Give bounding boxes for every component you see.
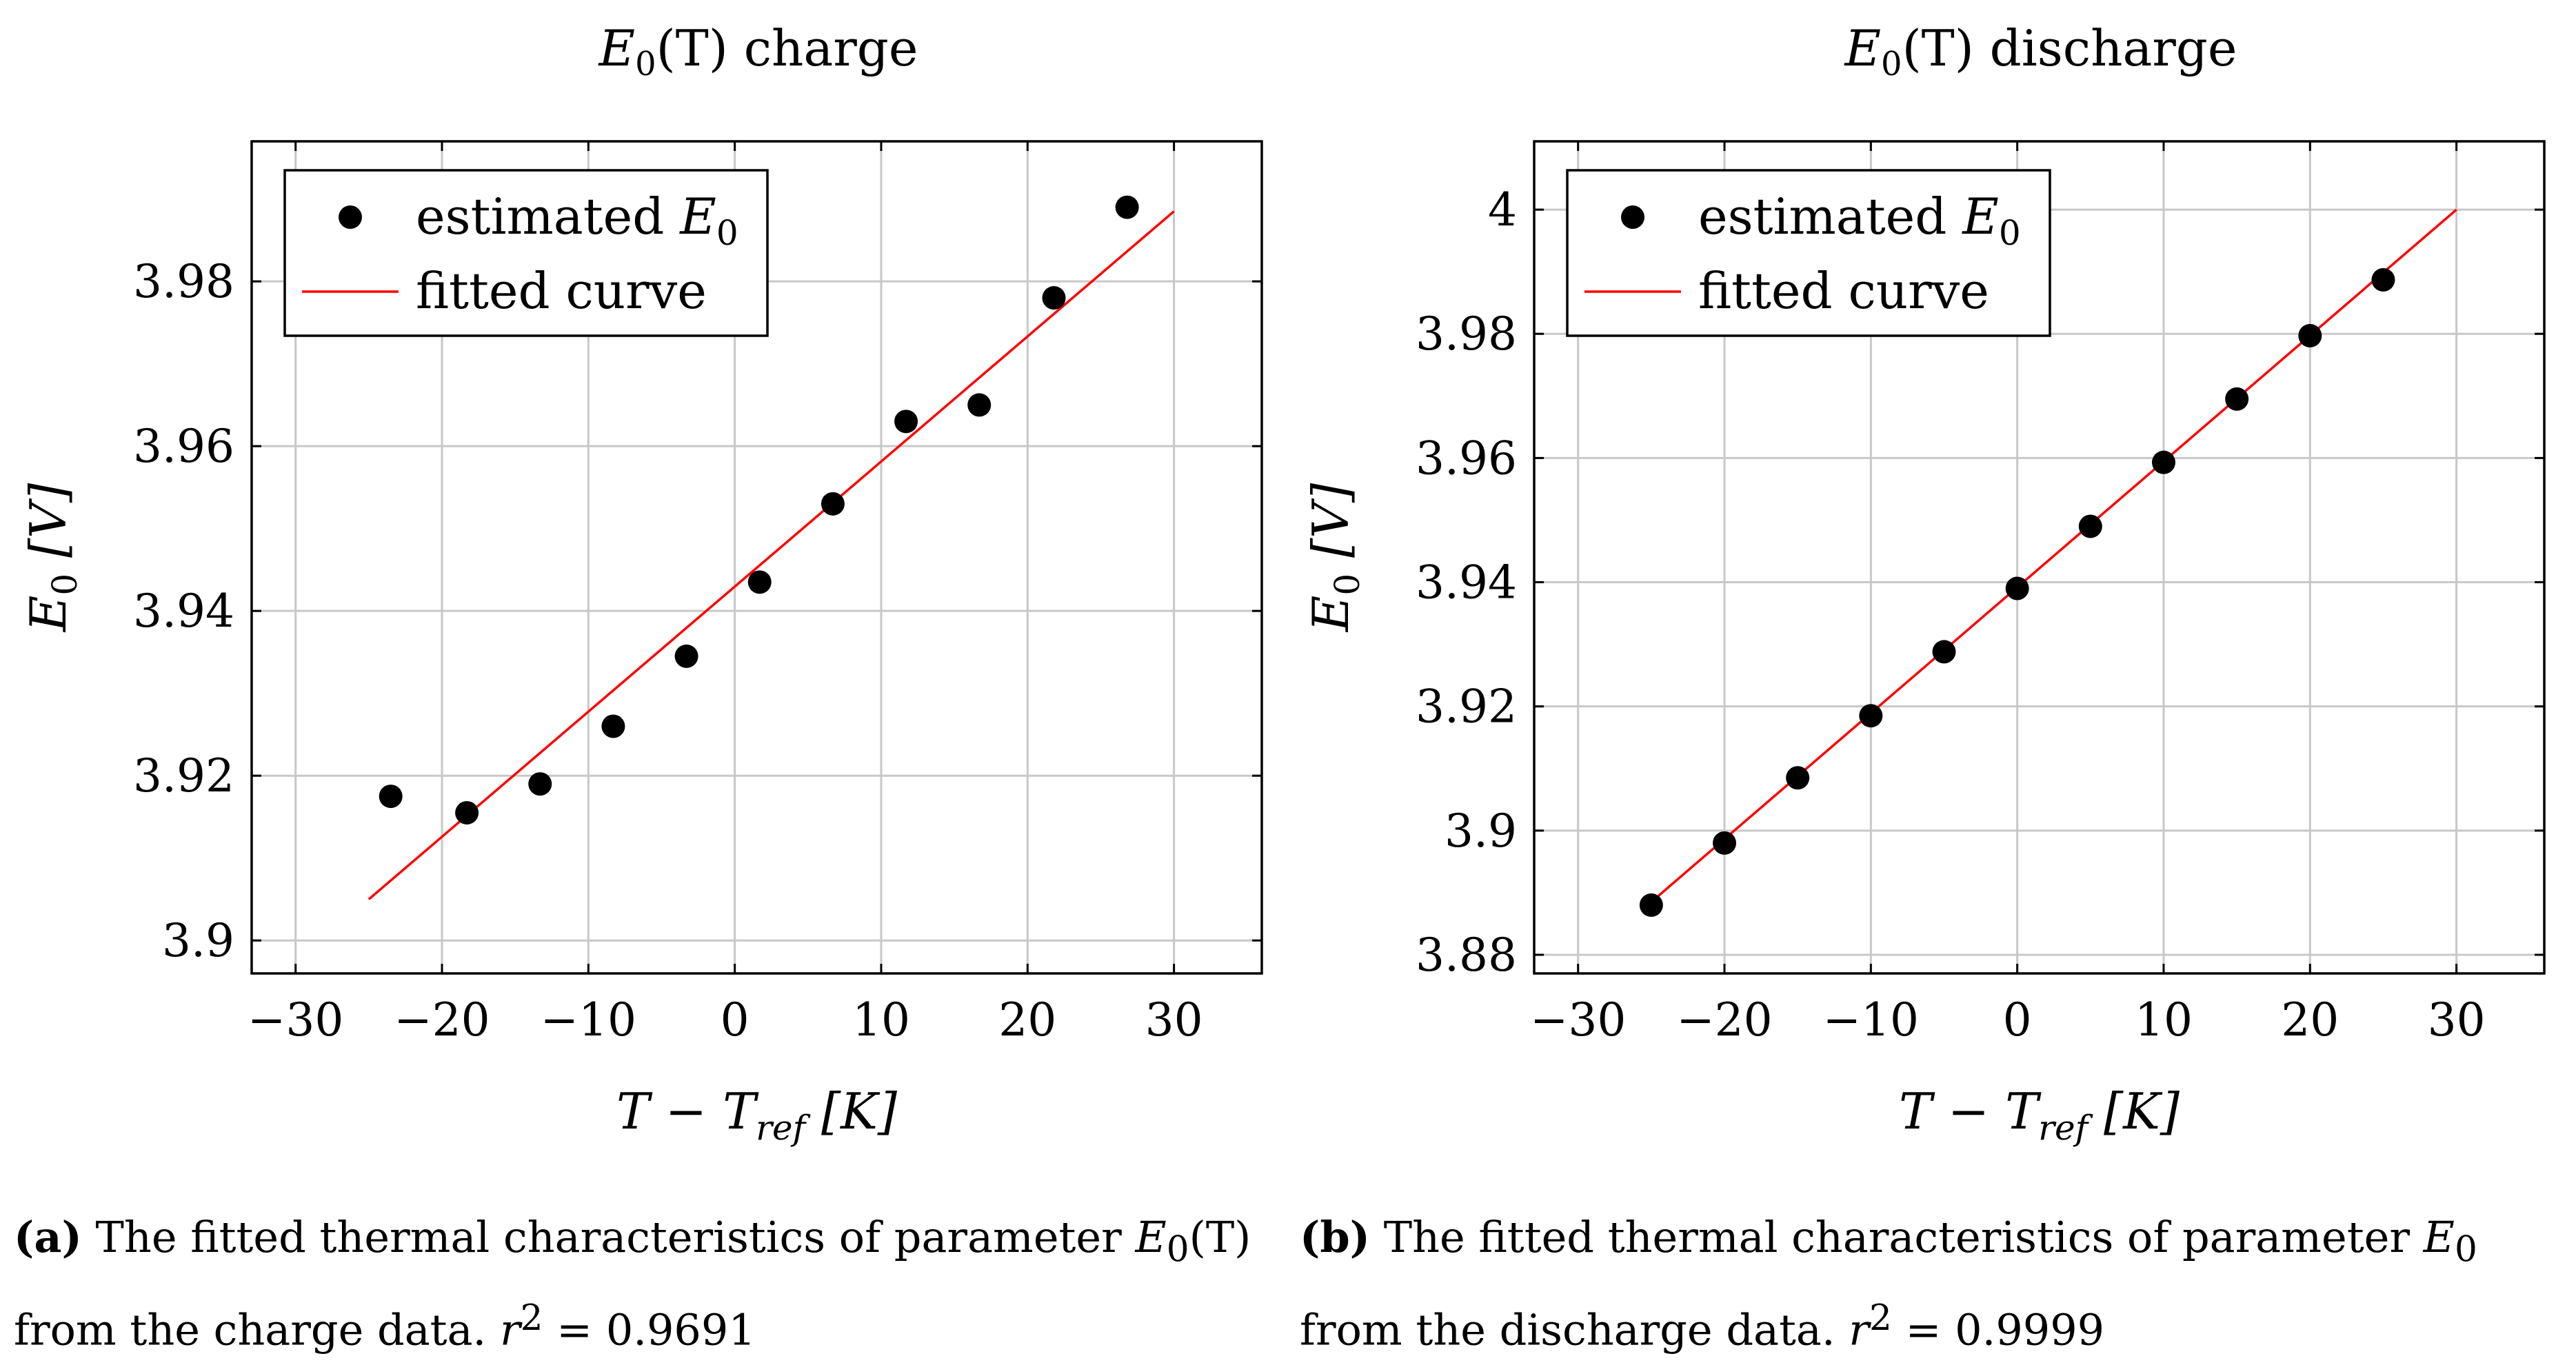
legend-marker-points	[1621, 205, 1644, 229]
data-point	[1115, 195, 1139, 219]
data-point	[674, 644, 698, 668]
legend-box	[1566, 169, 2051, 337]
data-point	[2151, 450, 2175, 474]
caption-a-r: r	[499, 1305, 521, 1356]
caption-a-text2: from the charge data.	[14, 1305, 500, 1356]
plot-frame	[250, 140, 1263, 975]
caption-a-r-sup: 2	[520, 1297, 543, 1339]
data-point	[1932, 640, 1956, 664]
legend-marker-points	[339, 205, 362, 229]
y-axis-label: E0 [V]	[19, 483, 85, 633]
x-tick-label: 20	[998, 993, 1056, 1046]
y-tick-label: 4	[1488, 183, 1517, 236]
data-point	[967, 393, 992, 417]
caption-a-param-rest: (T)	[1189, 1212, 1251, 1262]
chart-title: E0(T) charge	[598, 19, 918, 83]
caption-b-r: r	[1849, 1305, 1869, 1356]
y-tick-label: 3.94	[133, 585, 234, 638]
legend-box	[283, 169, 769, 337]
y-tick-label: 3.9	[1445, 805, 1517, 858]
x-tick-label: −20	[1676, 993, 1772, 1046]
x-tick-label: −10	[541, 993, 636, 1046]
x-tick-label: 10	[2135, 993, 2193, 1046]
x-axis-label: T − Tref [K]	[1899, 1082, 2180, 1148]
caption-b-text1: The fitted thermal characteristics of pa…	[1370, 1212, 2424, 1262]
x-tick-label: 30	[1145, 993, 1203, 1046]
caption-b: (b) The fitted thermal characteristics o…	[1300, 1203, 2568, 1365]
x-tick-label: 30	[2428, 993, 2486, 1046]
legend-label: fitted curve	[1698, 262, 1989, 320]
data-point	[747, 570, 772, 594]
caption-b-text2: from the discharge data.	[1300, 1305, 1849, 1356]
caption-b-label: (b)	[1300, 1212, 1371, 1262]
data-point	[601, 714, 625, 738]
data-point	[1042, 286, 1066, 310]
data-point	[2078, 514, 2102, 538]
x-tick-label: −30	[248, 993, 343, 1046]
data-point	[2005, 576, 2029, 600]
y-tick-label: 3.88	[1416, 929, 1517, 982]
y-tick-label: 3.9	[162, 914, 234, 967]
data-point	[455, 800, 479, 825]
data-point	[528, 772, 552, 796]
data-point	[894, 410, 918, 434]
data-point	[1713, 831, 1737, 855]
caption-a-param: E	[1135, 1212, 1167, 1262]
plot-frame	[1533, 140, 2546, 975]
y-tick-label: 3.96	[1416, 432, 1517, 485]
data-point	[1639, 893, 1663, 917]
y-axis-label: E0 [V]	[1302, 483, 1367, 633]
x-tick-label: −30	[1530, 993, 1626, 1046]
data-point	[2225, 387, 2249, 411]
caption-b-param: E	[2423, 1212, 2455, 1262]
chart-title: E0(T) discharge	[1843, 19, 2237, 83]
x-axis-label: T − Tref [K]	[616, 1082, 898, 1148]
x-tick-label: −10	[1823, 993, 1919, 1046]
legend-label: fitted curve	[416, 262, 707, 320]
fitted-curve-line	[368, 210, 1175, 900]
caption-a-param-sub: 0	[1166, 1228, 1189, 1271]
legend-label: estimated E0	[1698, 188, 2021, 253]
legend-label: estimated E0	[416, 188, 738, 253]
x-tick-label: −20	[394, 993, 490, 1046]
chart-panel-b: −30 −20 −10 0 10 20 30 3.88 3.9 3.92 3.94 3.96 3.98 4…	[1302, 19, 2546, 1148]
y-tick-label: 3.94	[1416, 556, 1517, 609]
x-tick-label: 0	[721, 993, 749, 1046]
data-point	[2298, 323, 2322, 347]
y-tick-label: 3.98	[133, 255, 234, 308]
y-tick-label: 3.92	[1416, 680, 1517, 734]
caption-a: (a) The fitted thermal characteristics o…	[14, 1203, 1296, 1365]
x-tick-label: 20	[2281, 993, 2339, 1046]
y-tick-label: 3.92	[133, 749, 234, 802]
fitted-curve-line	[1650, 208, 2457, 903]
x-tick-label: 0	[2003, 993, 2032, 1046]
caption-b-param-sub: 0	[2454, 1228, 2477, 1271]
data-point	[1786, 766, 1810, 790]
data-point	[821, 492, 845, 516]
data-point	[379, 785, 403, 809]
caption-a-text1: The fitted thermal characteristics of pa…	[81, 1212, 1136, 1262]
caption-b-r-value: = 0.9999	[1891, 1305, 2105, 1356]
caption-a-r-value: = 0.9691	[543, 1305, 756, 1356]
data-point	[1859, 704, 1883, 728]
caption-b-r-sup: 2	[1869, 1297, 1892, 1339]
x-tick-label: 10	[852, 993, 910, 1046]
caption-a-label: (a)	[14, 1212, 82, 1262]
data-point	[2371, 267, 2395, 292]
y-tick-label: 3.98	[1416, 307, 1517, 361]
y-tick-label: 3.96	[133, 420, 234, 473]
chart-panel-a: −30 −20 −10 0 10 20 30 3.9 3.92 3.94 3.96 3.98 E0(T)…	[19, 19, 1263, 1148]
